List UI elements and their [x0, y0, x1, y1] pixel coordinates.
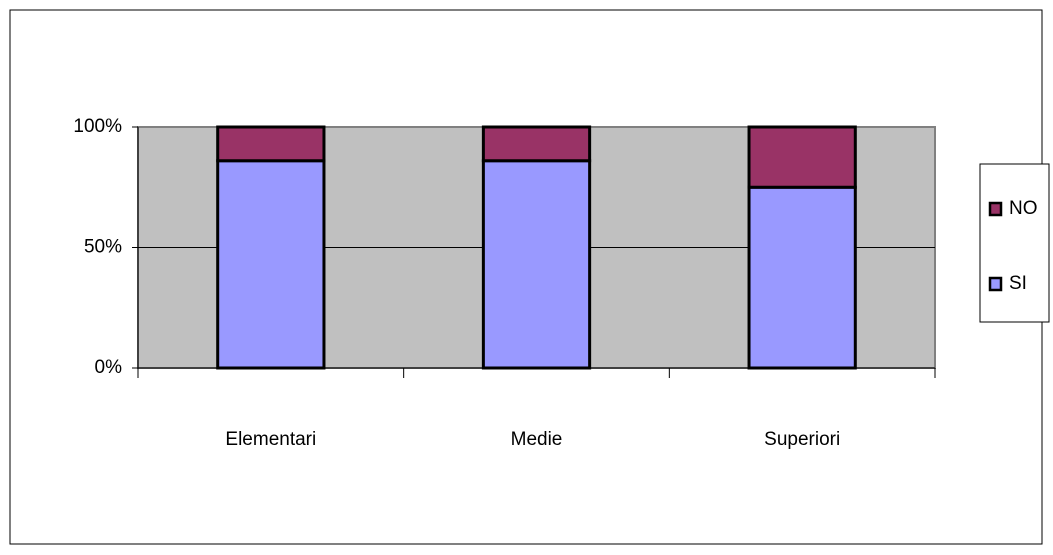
bar-segment — [481, 159, 592, 370]
x-tick-label: Elementari — [225, 429, 316, 450]
bar-segment — [747, 185, 857, 370]
x-tick-label: Superiori — [764, 429, 840, 450]
legend-label: SI — [1009, 273, 1027, 294]
bar-segment — [481, 125, 592, 163]
legend-label: NO — [1009, 198, 1038, 219]
x-tick-label: Medie — [511, 429, 563, 450]
legend-swatch — [988, 276, 1003, 292]
y-tick-label: 0% — [95, 357, 123, 378]
bar-segment — [747, 125, 857, 189]
legend-swatch — [988, 201, 1003, 217]
y-tick-label: 100% — [73, 116, 122, 137]
y-tick-label: 50% — [84, 237, 122, 258]
bar-segment — [216, 125, 326, 163]
legend-box — [979, 163, 1050, 323]
bar-segment — [216, 159, 326, 370]
